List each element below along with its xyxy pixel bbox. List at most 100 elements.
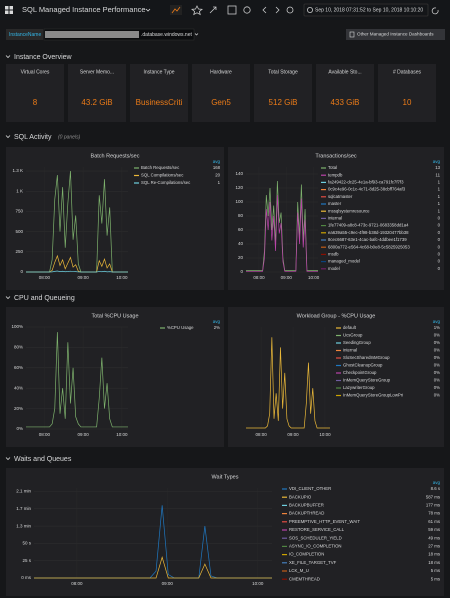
graph-title: Wait Types xyxy=(212,474,239,480)
legend-header: avg xyxy=(213,319,221,324)
legend-swatch xyxy=(282,504,287,506)
time-range[interactable]: Sep 10, 2018 07:31:52 to Sep 10, 2018 10… xyxy=(315,7,423,13)
x-tick-label: 09:00 xyxy=(77,275,89,280)
stat-value: 10 xyxy=(403,98,412,107)
variable-label-box xyxy=(6,29,43,40)
x-tick-label: 08:00 xyxy=(253,275,265,280)
y-tick-label: 250 xyxy=(15,249,23,254)
legend-name: tempdb xyxy=(328,172,343,177)
legend-avg: 0% xyxy=(434,348,440,353)
x-tick-label: 08:00 xyxy=(255,432,267,437)
dashboard-title[interactable]: SQL Managed Instance Performance xyxy=(22,5,146,14)
variable-label: InstanceName xyxy=(9,32,41,38)
y-tick-label: 40 xyxy=(238,241,244,246)
y-tick-label: 1 K xyxy=(16,188,23,193)
legend-avg: 0 xyxy=(438,216,441,221)
legend-swatch xyxy=(336,364,341,367)
y-tick-label: 0 xyxy=(240,269,243,274)
legend-avg: 0 xyxy=(438,252,441,257)
stat-value: 43.2 GiB xyxy=(81,98,112,107)
row-chevron[interactable] xyxy=(5,457,11,461)
graph-panel xyxy=(6,468,444,596)
legend-avg: 1 xyxy=(218,180,221,185)
dashboard-link[interactable] xyxy=(346,29,445,40)
legend-swatch xyxy=(336,327,341,329)
stat-value: 512 GiB xyxy=(269,98,298,107)
legend-avg: 1 xyxy=(438,187,441,192)
legend-avg: 0% xyxy=(434,333,440,338)
legend-swatch xyxy=(321,217,326,219)
legend-name: SOS_SCHEDULER_YIELD xyxy=(289,535,342,540)
legend-swatch xyxy=(321,246,326,248)
menu-icon[interactable] xyxy=(5,6,13,14)
stat-title: Instance Type xyxy=(143,69,174,75)
legend-swatch xyxy=(282,570,287,572)
legend-avg: 0% xyxy=(434,393,440,398)
legend-name: master xyxy=(328,201,342,206)
legend-name: SQL Re-Compilations/sec xyxy=(141,180,191,185)
legend-swatch xyxy=(336,387,341,389)
legend-name: default xyxy=(343,325,357,330)
legend-avg: 20 xyxy=(215,173,220,178)
x-tick-label: 08:00 xyxy=(39,275,51,280)
legend-swatch xyxy=(282,521,287,523)
legend-name: InMemQueryStoreGroupLowPri xyxy=(343,393,403,398)
legend-swatch xyxy=(321,239,326,241)
stat-value: BusinessCriti xyxy=(136,98,183,107)
y-tick-label: 60 xyxy=(238,227,244,232)
legend-avg: 1 xyxy=(438,208,441,213)
y-tick-label: 750 xyxy=(15,209,23,214)
y-tick-label: 1.3 min xyxy=(16,523,31,528)
legend-avg: 1 xyxy=(438,180,441,185)
legend-name: RESTORE_SERVICE_CALL xyxy=(289,527,345,532)
legend-swatch xyxy=(321,174,326,176)
dashboard-link-text[interactable]: Other Managed Instance Dashboards xyxy=(357,32,434,37)
legend-avg: 11 xyxy=(436,172,441,177)
legend-avg: 18 ms xyxy=(428,552,440,557)
legend-name: ea639a55-c9ec-4f98-b38d-19320477bb38 xyxy=(328,230,409,235)
graph-panel xyxy=(228,147,444,290)
legend-avg: 1% xyxy=(434,325,440,330)
legend-swatch xyxy=(282,562,287,564)
row-title[interactable]: Instance Overview xyxy=(14,54,73,61)
legend-swatch xyxy=(134,167,139,169)
y-tick-label: 50 s xyxy=(22,541,31,546)
legend-avg: 5 ms xyxy=(431,576,440,581)
legend-avg: 2% xyxy=(214,325,220,330)
legend-name: CMEMTHREAD xyxy=(289,576,320,581)
legend-name: GhostCleanupGroup xyxy=(343,363,383,368)
legend-avg: 587 ms xyxy=(426,494,440,499)
y-tick-label: 0 ms xyxy=(21,575,32,580)
graph-panel xyxy=(6,307,224,447)
legend-swatch xyxy=(282,578,287,580)
stat-panel xyxy=(378,64,436,122)
row-chevron[interactable] xyxy=(5,296,11,300)
legend-avg: 177 ms xyxy=(426,503,440,508)
legend-header: avg xyxy=(433,159,441,164)
title-caret xyxy=(145,8,151,12)
stat-title: Available Sto... xyxy=(328,69,361,75)
legend-name: internal xyxy=(343,348,357,353)
x-tick-label: 10:00 xyxy=(116,432,128,437)
legend-name: SloSecSharedInMGroup xyxy=(343,355,390,360)
legend-name: LazywriterGroup xyxy=(343,385,375,390)
legend-swatch xyxy=(336,394,341,397)
graph-panel xyxy=(228,307,444,447)
stat-panel xyxy=(316,64,374,122)
row-title[interactable]: Waits and Queues xyxy=(14,456,72,463)
row-chevron[interactable] xyxy=(5,135,11,139)
row-title[interactable]: SQL Activity xyxy=(14,134,52,141)
legend-swatch xyxy=(282,488,287,490)
legend-name: SeedingGroup xyxy=(343,340,371,345)
row-chevron[interactable] xyxy=(5,55,11,59)
legend-name: SQL Compilations/sec xyxy=(141,173,184,178)
toolbar-icons[interactable] xyxy=(170,3,439,17)
legend-avg: 0% xyxy=(434,370,440,375)
stat-title: Total Storage xyxy=(268,69,298,75)
y-tick-label: 500 xyxy=(15,229,23,234)
legend-avg: 0 xyxy=(438,223,441,228)
legend-name: 0c9c4e96-0c1c-4c71-8d25-38cbff764af3 xyxy=(328,187,406,192)
legend-swatch xyxy=(321,268,326,270)
row-title[interactable]: CPU and Queueing xyxy=(14,295,75,302)
legend-avg: 0% xyxy=(434,378,440,383)
